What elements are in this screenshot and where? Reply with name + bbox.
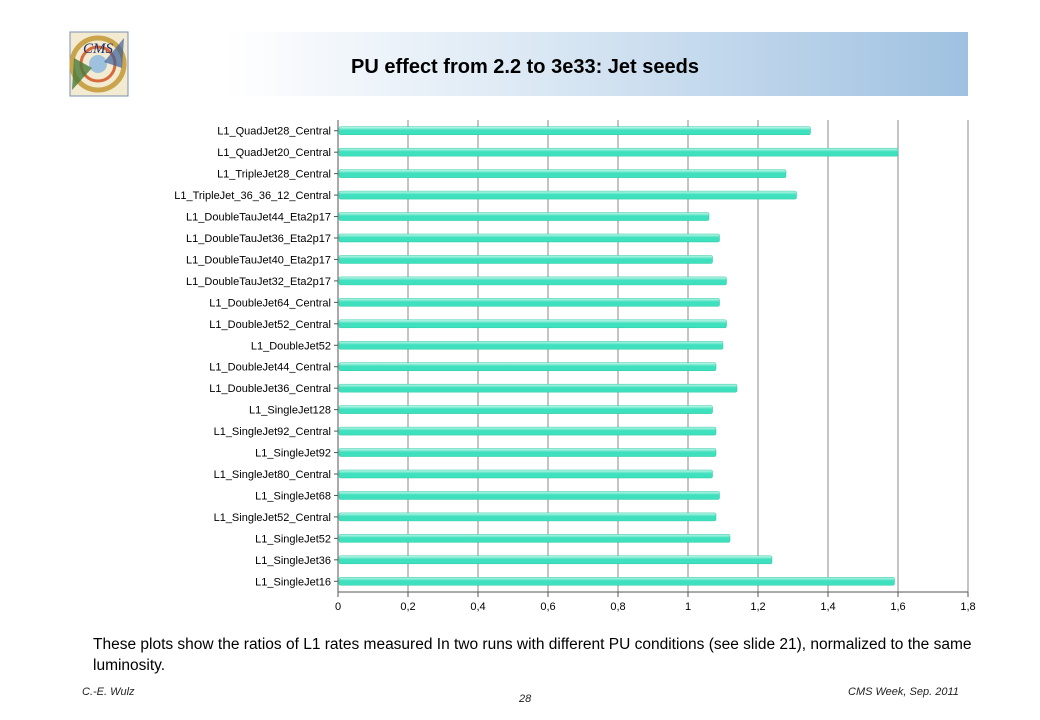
category-label: L1_SingleJet36	[255, 555, 331, 567]
category-label: L1_DoubleTauJet40_Eta2p17	[186, 254, 331, 266]
bar	[338, 276, 727, 286]
bar	[338, 555, 773, 565]
bar	[338, 212, 710, 221]
category-label: L1_DoubleJet52_Central	[209, 319, 331, 331]
bar	[338, 341, 724, 350]
x-tick-label: 0,6	[540, 601, 555, 613]
footer-author: C.-E. Wulz	[82, 686, 135, 698]
bar	[338, 491, 720, 500]
bar	[338, 233, 720, 243]
category-label: L1_QuadJet20_Central	[217, 147, 331, 159]
category-label: L1_SingleJet16	[255, 576, 331, 588]
category-label: L1_SingleJet68	[255, 490, 331, 502]
x-tick-label: 1	[685, 601, 691, 613]
bar	[338, 362, 717, 371]
slide-title: PU effect from 2.2 to 3e33: Jet seeds	[351, 56, 699, 78]
category-label: L1_DoubleTauJet44_Eta2p17	[186, 212, 331, 224]
category-label: L1_QuadJet28_Central	[217, 126, 331, 138]
footer-event: CMS Week, Sep. 2011	[848, 686, 959, 698]
footer-page-number: 28	[519, 693, 532, 705]
header-band	[62, 32, 968, 96]
category-label: L1_DoubleJet44_Central	[209, 362, 331, 374]
x-tick-label: 1,4	[820, 601, 835, 613]
x-tick-label: 0,8	[610, 601, 625, 613]
category-label: L1_DoubleJet64_Central	[209, 297, 331, 309]
category-label: L1_DoubleJet52	[251, 340, 331, 352]
category-label: L1_SingleJet52	[255, 533, 331, 545]
bar	[338, 298, 720, 307]
category-label: L1_SingleJet92	[255, 448, 331, 460]
bar	[338, 383, 738, 393]
category-label: L1_SingleJet128	[249, 405, 331, 417]
category-label: L1_SingleJet92_Central	[214, 426, 331, 438]
bar	[338, 147, 899, 157]
category-label: L1_SingleJet80_Central	[214, 469, 331, 481]
bar	[338, 126, 811, 135]
x-tick-label: 0,4	[470, 601, 485, 613]
bar	[338, 469, 713, 479]
footnote: These plots show the ratios of L1 rates …	[93, 636, 972, 674]
x-tick-label: 0	[335, 601, 341, 613]
bar	[338, 255, 713, 264]
category-label: L1_DoubleTauJet32_Eta2p17	[186, 276, 331, 288]
bar	[338, 190, 797, 200]
svg-text:CMS: CMS	[83, 41, 114, 57]
x-tick-label: 1,6	[890, 601, 905, 613]
cms-logo: CMS	[69, 31, 129, 97]
category-label: L1_DoubleTauJet36_Eta2p17	[186, 233, 331, 245]
bar	[338, 512, 717, 522]
bar	[338, 319, 727, 329]
category-label: L1_SingleJet52_Central	[214, 512, 331, 524]
category-label: L1_TripleJet28_Central	[217, 169, 331, 181]
category-label: L1_TripleJet_36_36_12_Central	[174, 190, 331, 202]
bar	[338, 405, 713, 414]
x-tick-label: 1,2	[750, 601, 765, 613]
bar	[338, 426, 717, 436]
x-tick-label: 1,8	[960, 601, 975, 613]
bar	[338, 169, 787, 178]
x-tick-label: 0,2	[400, 601, 415, 613]
bar	[338, 448, 717, 457]
category-label: L1_DoubleJet36_Central	[209, 383, 331, 395]
bar	[338, 577, 895, 586]
bar	[338, 534, 731, 543]
